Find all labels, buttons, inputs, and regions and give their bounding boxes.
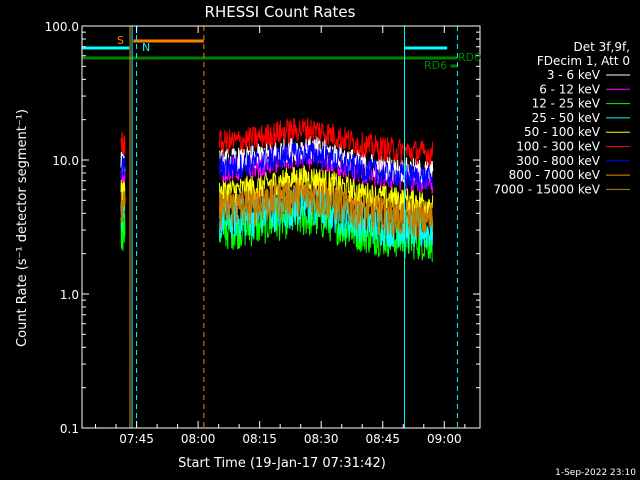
annotation-lines — [82, 26, 458, 428]
x-tick-label-2: 08:15 — [242, 432, 277, 446]
x-tick-label-4: 08:45 — [365, 432, 400, 446]
x-axis-ticks: 07:45 08:00 08:15 08:30 08:45 09:00 — [95, 26, 466, 446]
y-axis-label: Count Rate (s⁻¹ detector segment⁻¹) — [15, 109, 30, 347]
legend-item-7: 800 - 7000 keV — [509, 168, 601, 182]
y-tick-label-0: 0.1 — [60, 422, 79, 436]
series-8-segment-0 — [120, 190, 126, 223]
x-axis-label: Start Time (19-Jan-17 07:31:42) — [178, 456, 386, 471]
chart-title: RHESSI Count Rates — [205, 3, 356, 21]
footer-date: 1-Sep-2022 23:10 — [555, 468, 636, 478]
series-2-segment-0 — [120, 212, 126, 252]
plot-frame — [81, 25, 481, 429]
y-tick-label-1: 1.0 — [60, 288, 79, 302]
legend-header-1: Det 3f,9f, — [574, 40, 631, 54]
x-tick-label-3: 08:30 — [304, 432, 339, 446]
series-6-segment-1 — [219, 142, 434, 191]
saa-label: S — [117, 34, 124, 47]
rd6-label: RD6 — [424, 59, 447, 72]
legend-item-2: 12 - 25 keV — [532, 97, 601, 111]
y-tick-label-2: 10.0 — [52, 154, 79, 168]
y-tick-label-3: 100.0 — [45, 20, 79, 34]
series-8-segment-1 — [219, 177, 434, 240]
night-label: N — [142, 41, 150, 54]
series-5-segment-0 — [120, 131, 126, 155]
legend-header-2: FDecim 1, Att 0 — [537, 54, 630, 68]
plot-lines — [120, 117, 434, 262]
x-tick-label-0: 07:45 — [119, 432, 154, 446]
legend-item-0: 3 - 6 keV — [547, 68, 601, 82]
legend-item-6: 300 - 800 keV — [516, 154, 600, 168]
series-6-segment-0 — [120, 155, 126, 180]
series-5-segment-1 — [219, 117, 434, 167]
legend-item-3: 25 - 50 keV — [532, 111, 601, 125]
rd0-label: RD0 — [458, 51, 481, 64]
legend-item-5: 100 - 300 keV — [516, 140, 600, 154]
legend-item-1: 6 - 12 keV — [539, 82, 601, 96]
y-axis-ticks: 0.1 1.0 10.0 100.0 — [45, 20, 480, 436]
legend-item-4: 50 - 100 keV — [524, 125, 601, 139]
x-tick-label-5: 09:00 — [427, 432, 462, 446]
legend-item-8: 7000 - 15000 keV — [493, 182, 600, 196]
x-tick-label-1: 08:00 — [181, 432, 216, 446]
